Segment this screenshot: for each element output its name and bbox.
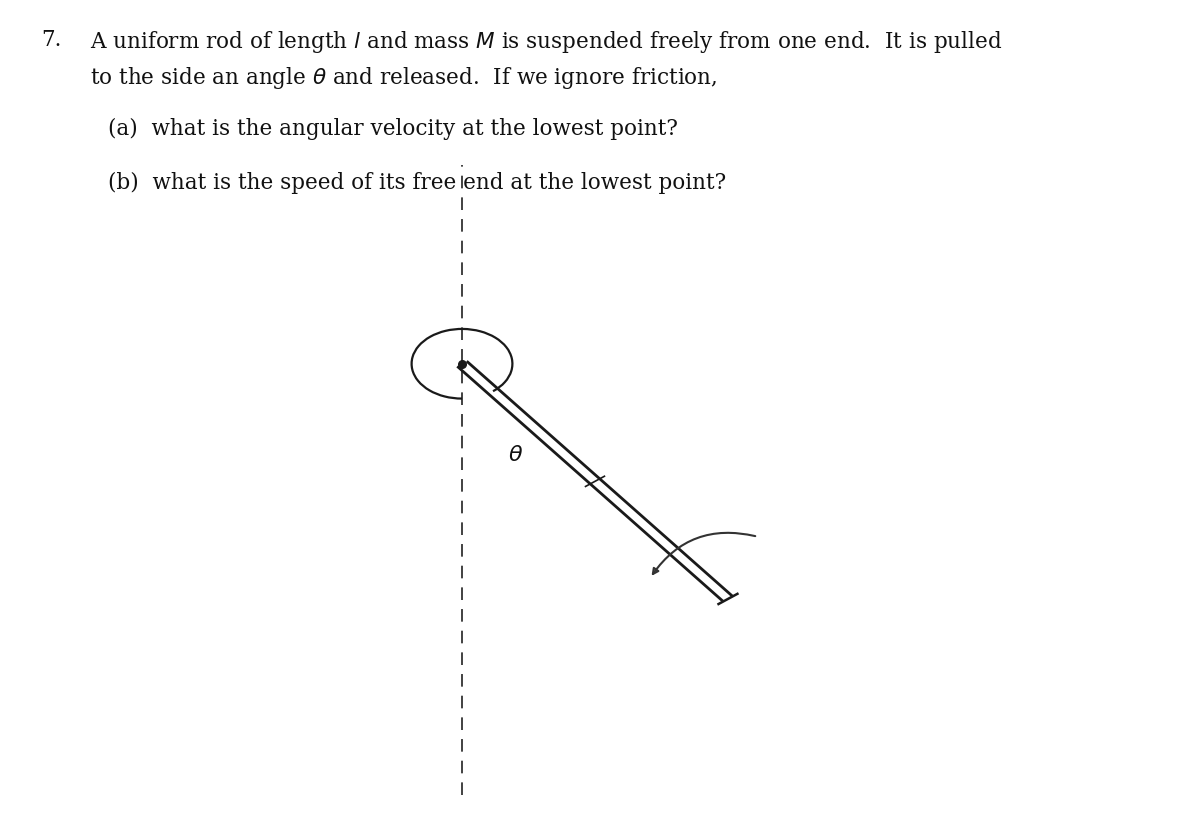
- Text: (b)  what is the speed of its free end at the lowest point?: (b) what is the speed of its free end at…: [108, 171, 726, 194]
- Text: to the side an angle $\theta$ and released.  If we ignore friction,: to the side an angle $\theta$ and releas…: [90, 65, 718, 90]
- Text: 7.: 7.: [41, 29, 61, 51]
- Text: $\theta$: $\theta$: [508, 443, 523, 465]
- Text: (a)  what is the angular velocity at the lowest point?: (a) what is the angular velocity at the …: [108, 118, 678, 140]
- Text: A uniform rod of length $l$ and mass $M$ is suspended freely from one end.  It i: A uniform rod of length $l$ and mass $M$…: [90, 29, 1002, 55]
